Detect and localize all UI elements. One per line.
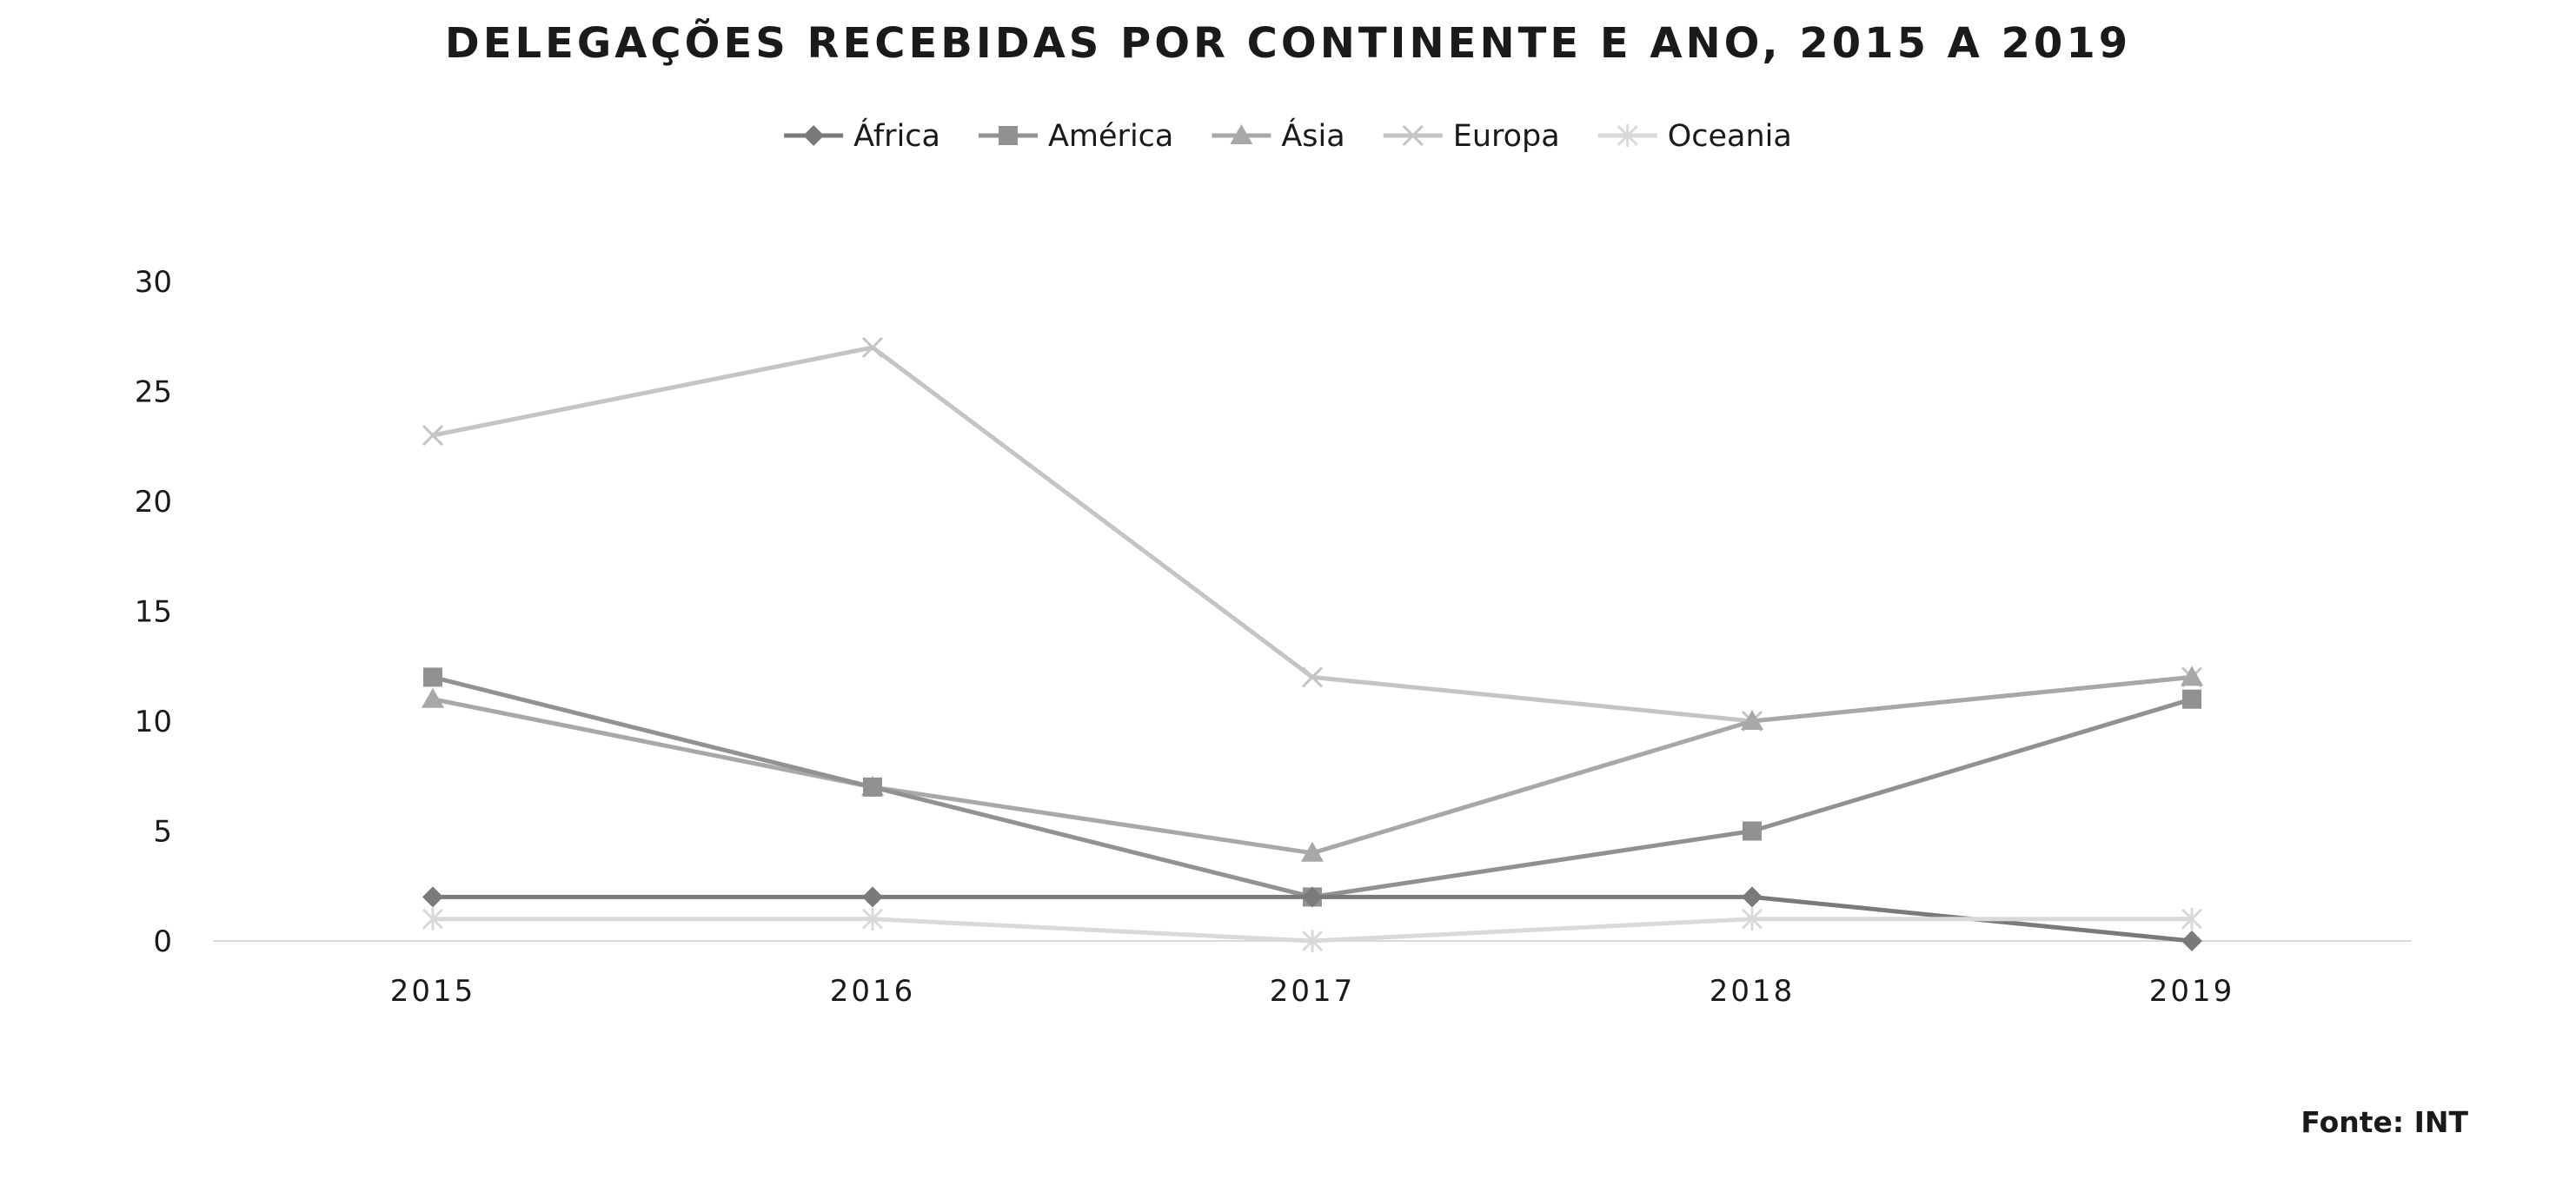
y-tick-label: 30 <box>135 265 172 300</box>
data-point <box>422 907 444 931</box>
data-point <box>862 886 883 908</box>
data-point <box>2182 689 2201 709</box>
data-point <box>1742 886 1763 908</box>
y-tick-label: 0 <box>153 924 172 959</box>
x-tick-label: 2015 <box>390 974 476 1009</box>
legend-label: Ásia <box>1281 117 1344 154</box>
legend-item: África <box>784 117 940 154</box>
legend-marker <box>1617 124 1638 147</box>
legend-item: Ásia <box>1212 117 1345 154</box>
data-point <box>422 687 444 708</box>
y-axis: 0 5 10 15 20 25 30 <box>135 265 172 959</box>
x-tick-label: 2019 <box>2149 974 2235 1009</box>
legend-label: Oceania <box>1668 119 1792 154</box>
y-tick-label: 10 <box>135 705 172 739</box>
data-point <box>2181 931 2202 951</box>
series-0 <box>422 886 2202 951</box>
data-point <box>2181 907 2203 931</box>
y-tick-label: 20 <box>135 485 172 520</box>
data-point <box>1301 666 1324 688</box>
series-layer <box>422 336 2203 952</box>
legend-item: Oceania <box>1597 119 1792 154</box>
data-point <box>1741 710 1763 730</box>
data-point <box>1301 841 1324 862</box>
y-tick-label: 5 <box>153 815 172 850</box>
x-tick-label: 2018 <box>1710 974 1796 1009</box>
data-point <box>1743 821 1762 841</box>
legend-marker <box>998 126 1018 145</box>
data-point <box>1301 930 1324 952</box>
data-point <box>2181 666 2203 686</box>
series-line <box>432 674 2193 899</box>
legend-label: África <box>853 117 940 154</box>
legend-marker <box>1402 124 1424 147</box>
data-point <box>1741 907 1763 931</box>
legend-item: Europa <box>1383 119 1560 154</box>
legend-marker <box>803 125 825 146</box>
data-point <box>863 777 882 797</box>
chart-title: DELEGAÇÕES RECEBIDAS POR CONTINENTE E AN… <box>444 19 2132 68</box>
data-point <box>861 336 884 358</box>
data-point <box>861 907 884 931</box>
y-tick-label: 15 <box>135 595 172 630</box>
y-tick-label: 25 <box>135 375 172 410</box>
x-tick-label: 2016 <box>830 974 916 1009</box>
series-4 <box>422 907 2203 952</box>
legend-label: Europa <box>1453 119 1560 154</box>
legend-item: América <box>978 119 1173 154</box>
legend-marker <box>1230 124 1253 144</box>
source-note: Fonte: INT <box>2300 1105 2468 1139</box>
data-point <box>423 667 442 687</box>
data-point <box>1302 886 1323 908</box>
legend: África América Ásia Europa Oceania <box>784 117 1792 154</box>
series-2 <box>422 666 2203 862</box>
series-line <box>432 674 2193 856</box>
data-point <box>422 886 443 908</box>
legend-label: América <box>1048 119 1173 154</box>
series-3 <box>422 336 2203 732</box>
x-tick-label: 2017 <box>1270 974 1356 1009</box>
series-line <box>432 345 2193 724</box>
x-axis: 2015 2016 2017 2018 2019 <box>390 974 2235 1009</box>
data-point <box>422 425 444 447</box>
